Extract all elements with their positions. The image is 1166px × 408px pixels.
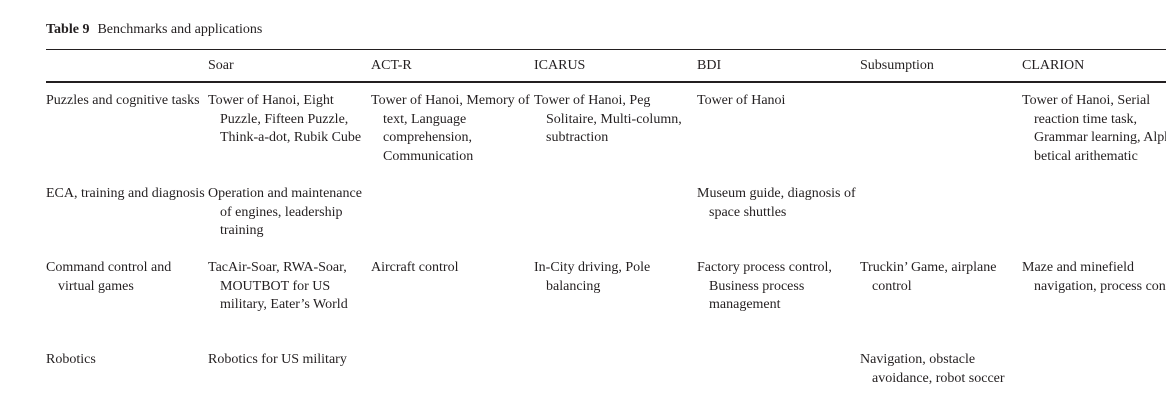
table-cell: Factory process control, Business proces…: [697, 260, 832, 312]
table-cell: Tower of Hanoi: [697, 93, 786, 108]
table-label: Table 9: [46, 22, 90, 37]
table-cell: Museum guide, diagnosis of space shuttle…: [697, 186, 856, 220]
column-header-icarus: ICARUS: [534, 58, 586, 73]
table-cell: Maze and minefield navigation, process c…: [1022, 260, 1166, 294]
table-cell: TacAir-Soar, RWA-Soar, MOUTBOT for US mi…: [208, 260, 348, 312]
row-category: Robotics: [46, 352, 96, 367]
table-cell: Tower of Hanoi, Serial reaction time tas…: [1022, 93, 1166, 164]
column-header-soar: Soar: [208, 58, 234, 73]
column-header-subsumption: Subsumption: [860, 58, 934, 73]
row-category: Puzzles and cognitive tasks: [46, 93, 200, 108]
column-header-clarion: CLARION: [1022, 58, 1085, 73]
table-cell: Robotics for US military: [208, 352, 347, 367]
table-cell: Tower of Hanoi, Memory of text, Language…: [371, 93, 530, 164]
table-cell: Aircraft control: [371, 260, 459, 275]
table-cell: Truckin’ Game, airplane control: [860, 260, 997, 294]
column-header-act-r: ACT-R: [371, 58, 412, 73]
row-category: ECA, training and diagnosis: [46, 186, 205, 201]
table-title: Benchmarks and applications: [97, 22, 263, 37]
table-cell: In-City driving, Pole balancing: [534, 260, 651, 294]
table-cell: Navigation, obstacle avoidance, robot so…: [860, 352, 1005, 386]
table-cell: Operation and maintenance of engines, le…: [208, 186, 362, 238]
row-category: Command control and virtual games: [46, 260, 172, 294]
table-caption: Table 9 Benchmarks and applications: [46, 21, 262, 39]
table-top-rule: [46, 49, 1166, 50]
table-cell: Tower of Hanoi, Peg Solitaire, Multi-col…: [534, 93, 682, 145]
table-cell: Tower of Hanoi, Eight Puzzle, Fifteen Pu…: [208, 93, 362, 145]
column-header-bdi: BDI: [697, 58, 722, 73]
table-header-rule: [46, 81, 1166, 83]
